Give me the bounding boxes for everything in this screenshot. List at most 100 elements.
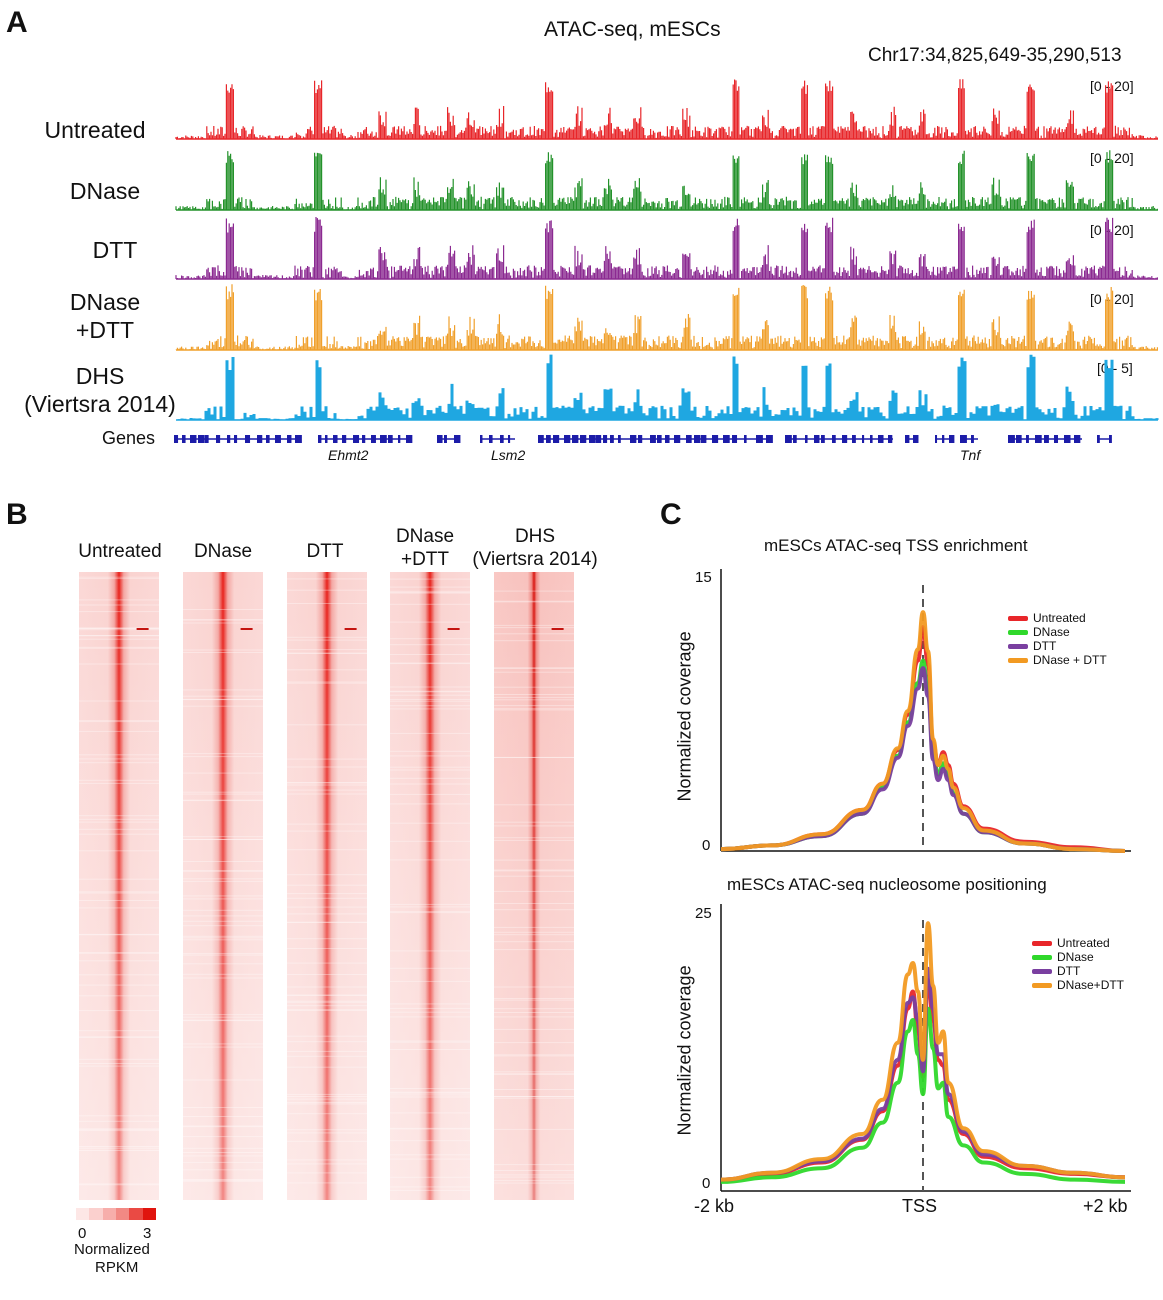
heatmap-texture — [494, 1176, 574, 1178]
heatmap-texture — [390, 1112, 470, 1114]
gene-exon — [227, 435, 231, 443]
heatmap-texture — [79, 627, 159, 629]
heatmap-texture — [79, 1065, 159, 1067]
genome-browser-tracks — [174, 79, 1159, 443]
gene-exon — [1026, 435, 1029, 443]
gene-exon — [287, 435, 292, 443]
heatmap-texture — [183, 939, 263, 941]
heatmap-texture — [494, 1096, 574, 1098]
heatmap-texture — [287, 921, 367, 923]
heatmap-texture — [494, 756, 574, 758]
gene-exon — [766, 435, 773, 443]
heatmap-texture — [287, 913, 367, 915]
track-range-dnase: [0 - 20] — [1090, 150, 1134, 166]
gene-exon — [508, 435, 511, 443]
heatmap-texture — [183, 870, 263, 872]
gene-exon — [295, 435, 302, 443]
heatmap-texture — [287, 1009, 367, 1011]
heatmap-texture — [183, 1020, 263, 1022]
heatmap-texture — [494, 1170, 574, 1171]
heatmap-texture — [79, 1010, 159, 1012]
heatmap-texture — [79, 1063, 159, 1064]
gene-exon — [398, 435, 401, 443]
heatmap-texture — [390, 708, 470, 710]
genes-label: Genes — [102, 428, 156, 448]
heatmap-texture — [494, 590, 574, 592]
gene-model — [905, 435, 919, 443]
heatmap-texture — [390, 912, 470, 914]
heatmap-texture — [390, 686, 470, 688]
heatmap-texture — [183, 609, 263, 610]
gene-exon — [638, 435, 643, 443]
heatmap-texture — [183, 649, 263, 651]
gene-exon — [182, 435, 186, 443]
chart2-title: mESCs ATAC-seq nucleosome positioning — [727, 875, 1047, 894]
heatmap-texture — [287, 823, 367, 825]
heatmap-texture — [183, 799, 263, 801]
gene-exon — [564, 435, 571, 443]
signal-track — [175, 79, 1158, 140]
gene-name-tnf: Tnf — [960, 447, 981, 463]
gene-exon — [444, 435, 447, 443]
heatmap-texture — [390, 1127, 470, 1129]
gene-exon — [406, 435, 413, 443]
heatmap-texture — [183, 1155, 263, 1157]
gene-exon — [388, 435, 393, 443]
heatmap-texture — [79, 1183, 159, 1185]
heatmap-texture — [79, 1036, 159, 1038]
heatmap-texture — [287, 1096, 367, 1097]
gene-exon — [610, 435, 614, 443]
heatmap-texture — [390, 1128, 470, 1130]
gene-exon — [454, 435, 461, 443]
track-label-untreated: Untreated — [44, 117, 146, 143]
heatmap-texture — [494, 1042, 574, 1044]
gene-exon — [380, 435, 387, 443]
heatmap-texture — [390, 967, 470, 969]
heatmap-texture — [79, 730, 159, 732]
chart1-ytick-bottom: 0 — [702, 837, 711, 854]
heatmap-texture — [287, 1066, 367, 1068]
heatmap-texture — [494, 1055, 574, 1057]
heatmap-texture — [287, 1000, 367, 1002]
heatmap-texture — [79, 1128, 159, 1130]
gene-exon — [971, 435, 974, 443]
gene-exon — [694, 435, 701, 443]
heatmap-texture — [183, 1016, 263, 1018]
heatmap-fade — [494, 572, 574, 1200]
heatmap-texture — [183, 977, 263, 979]
gene-exon — [538, 435, 544, 443]
heatmap-texture — [79, 1130, 159, 1132]
legend-label: DNase — [1033, 625, 1070, 639]
gene-exon — [852, 435, 856, 443]
heatmap-label-dnase-dtt-line1: DNase — [395, 526, 455, 547]
heatmap-texture — [183, 909, 263, 911]
scale-step-2 — [89, 1208, 103, 1220]
heatmap-label-dhs: DHS (Viertsra 2014) — [460, 525, 610, 571]
chart2-ylabel: Normalized coverage — [674, 965, 695, 1136]
gene-exon — [878, 435, 884, 443]
heatmap-texture — [183, 689, 263, 691]
heatmap-texture — [183, 705, 263, 707]
track-label-dnase-dtt: DNase +DTT — [30, 288, 180, 344]
gene-exon — [437, 435, 443, 443]
x-tick-left: -2 kb — [694, 1196, 735, 1216]
scale-step-1 — [76, 1208, 90, 1220]
legend-label: Untreated — [1033, 611, 1086, 625]
heatmap-column — [183, 572, 263, 1200]
gene-exon — [1035, 435, 1042, 443]
heatmap-texture — [494, 998, 574, 999]
heatmap-texture — [183, 1179, 263, 1181]
x-tick-tss: TSS — [902, 1196, 938, 1216]
gene-model — [960, 435, 978, 443]
heatmap-texture — [494, 633, 574, 635]
heatmap-texture — [287, 897, 367, 899]
gene-exon — [821, 435, 825, 443]
gene-exon — [665, 435, 670, 443]
heatmap-texture — [183, 1161, 263, 1163]
heatmap-speck — [447, 628, 460, 630]
heatmap-texture — [287, 994, 367, 996]
heatmap-texture — [494, 1096, 574, 1097]
heatmap-texture — [183, 954, 263, 956]
gene-exon — [353, 435, 360, 443]
signal-bars — [177, 354, 1159, 420]
